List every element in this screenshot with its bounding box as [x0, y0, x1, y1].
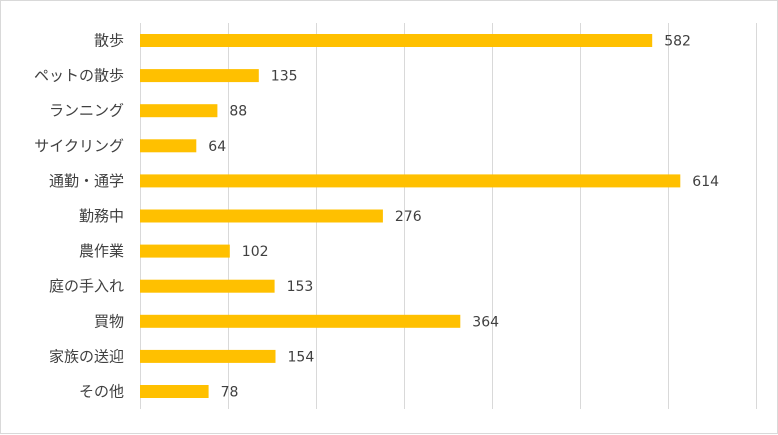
bar-7 [140, 279, 275, 293]
bar-6 [140, 244, 230, 258]
value-label-9: 154 [288, 349, 315, 365]
bar-8 [140, 314, 461, 328]
bar-2 [140, 104, 218, 118]
category-labels: 散歩ペットの散歩ランニングサイクリング通勤・通学勤務中農作業庭の手入れ買物家族の… [34, 32, 124, 401]
value-label-6: 102 [242, 244, 269, 260]
bar-0 [140, 34, 653, 47]
value-label-10: 78 [221, 385, 239, 401]
category-label-5: 勤務中 [79, 207, 124, 225]
value-label-8: 364 [472, 314, 499, 330]
category-label-9: 家族の送迎 [49, 347, 124, 365]
category-label-0: 散歩 [94, 32, 124, 50]
value-label-7: 153 [287, 279, 314, 295]
category-label-6: 農作業 [79, 242, 124, 260]
category-label-7: 庭の手入れ [49, 277, 124, 295]
category-label-3: サイクリング [34, 137, 124, 155]
category-label-2: ランニング [49, 102, 124, 120]
value-label-3: 64 [208, 139, 226, 155]
bar-3 [140, 139, 197, 153]
bar-9 [140, 349, 276, 363]
category-label-4: 通勤・通学 [49, 172, 124, 190]
bar-4 [140, 174, 681, 188]
bar-5 [140, 209, 383, 223]
value-label-2: 88 [229, 104, 247, 120]
value-label-4: 614 [692, 174, 719, 190]
value-label-1: 135 [271, 69, 298, 85]
bar-10 [140, 385, 209, 398]
value-labels: 582 135 88 64 614 276 102 153 364 154 78 [208, 34, 719, 401]
bar-1 [140, 69, 259, 83]
category-label-10: その他 [79, 383, 124, 401]
category-label-8: 買物 [94, 312, 124, 330]
value-label-5: 276 [395, 209, 422, 225]
category-label-1: ペットの散歩 [34, 67, 124, 85]
value-label-0: 582 [664, 34, 691, 50]
bars [140, 34, 681, 398]
